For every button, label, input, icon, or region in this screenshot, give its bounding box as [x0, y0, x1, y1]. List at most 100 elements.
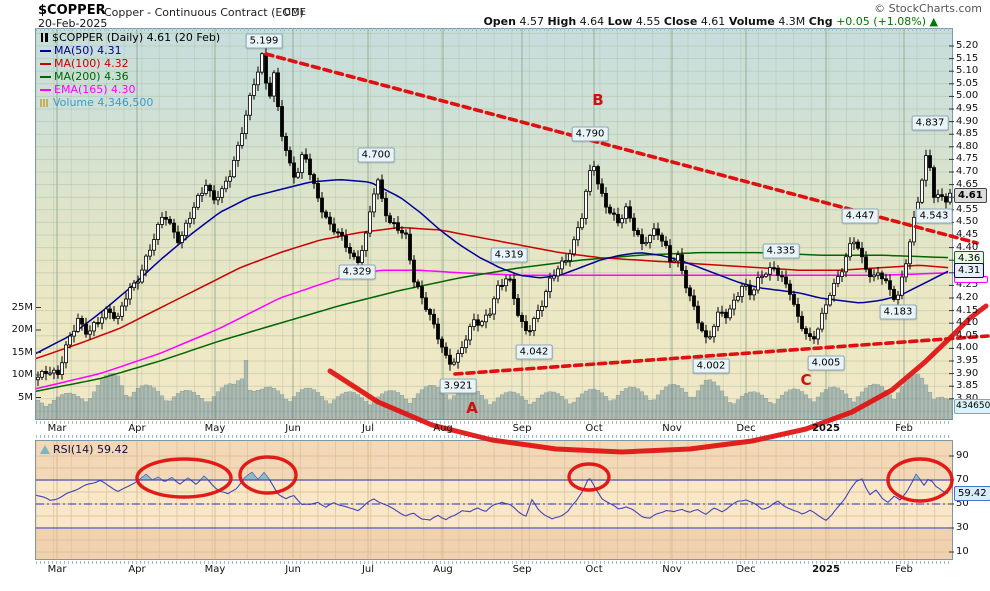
month-label-jul: Jul — [361, 564, 375, 575]
legend-volume: Volume 4,346,500 — [40, 96, 220, 109]
price-callout-4.329: 4.329 — [338, 264, 376, 280]
price-axis-label: 4.20 — [956, 292, 979, 303]
annotation-letter-c: C — [800, 371, 812, 389]
month-label-feb: Feb — [895, 564, 913, 575]
symbol-title: $COPPER — [38, 3, 106, 18]
volume-axis-label: 15M — [11, 346, 33, 358]
price-callout-4.700: 4.700 — [357, 147, 395, 163]
low-label: Low — [607, 15, 633, 28]
price-axis-label: 4.00 — [956, 342, 979, 354]
chg-value: +0.05 (+1.08%) — [836, 15, 927, 28]
low-value: 4.55 — [635, 15, 661, 28]
month-label-jun: Jun — [285, 564, 301, 575]
ma100-label: MA(100) 4.32 — [54, 57, 129, 70]
rsi-axis-label: 90 — [956, 450, 969, 461]
month-label-nov: Nov — [662, 564, 682, 575]
price-callout-4.335: 4.335 — [762, 243, 800, 259]
annotation-letter-a: A — [466, 399, 478, 417]
price-axis-label: 3.85 — [956, 380, 979, 392]
month-label-aug: Aug — [433, 564, 453, 575]
price-axis-label: 3.90 — [956, 367, 979, 379]
month-label-apr: Apr — [128, 564, 146, 575]
rsi-axis-label: 10 — [956, 546, 969, 557]
month-label-feb: Feb — [895, 423, 913, 434]
volume-axis-label: 10M — [11, 369, 33, 380]
price-axis-label: 5.00 — [956, 90, 979, 102]
ohlc-quote-line: Open 4.57 High 4.64 Low 4.55 Close 4.61 … — [483, 15, 938, 28]
rsi-label: RSI(14) 59.42 — [53, 443, 129, 456]
ma50-label: MA(50) 4.31 — [54, 44, 122, 57]
price-callout-4.005: 4.005 — [807, 355, 845, 371]
rsi-legend: RSI(14) 59.42 — [40, 443, 128, 456]
price-callout-4.183: 4.183 — [879, 304, 917, 320]
stockcharts-watermark[interactable]: © StockCharts.com — [874, 2, 982, 15]
month-label-nov: Nov — [662, 423, 682, 434]
month-label-oct: Oct — [585, 564, 603, 575]
chg-up-arrow-icon: ▲ — [929, 15, 938, 28]
price-axis-label: 4.25 — [956, 279, 979, 291]
last-price-box: 4.61 — [954, 188, 987, 203]
price-axis-label: 4.50 — [956, 216, 979, 228]
month-label-mar: Mar — [47, 423, 67, 434]
ma100-line-swatch-icon — [40, 63, 51, 65]
month-label-oct: Oct — [585, 423, 603, 434]
price-axis-label: 5.10 — [956, 65, 979, 77]
open-label: Open — [483, 15, 516, 28]
legend-main-row: $COPPER (Daily) 4.61 (20 Feb) — [40, 31, 220, 44]
chart-date: 20-Feb-2025 — [38, 17, 108, 30]
symbol-description: Copper - Continuous Contract (EOD) — [104, 6, 304, 19]
rsi-panel — [35, 440, 953, 560]
chg-label: Chg — [808, 15, 833, 28]
price-callout-4.447: 4.447 — [841, 208, 879, 224]
volume-label: Volume — [728, 15, 775, 28]
legend-ema165: EMA(165) 4.30 — [40, 83, 220, 96]
rsi-axis-label: 30 — [956, 522, 969, 533]
volume-bars-icon — [40, 99, 50, 107]
price-axis-label: 4.70 — [956, 166, 979, 177]
price-callout-4.042: 4.042 — [515, 344, 553, 360]
month-label-2025: 2025 — [812, 423, 840, 434]
price-callout-4.790: 4.790 — [571, 126, 609, 142]
price-callout-5.199: 5.199 — [245, 33, 283, 49]
month-label-may: May — [204, 564, 226, 575]
price-axis-label: 3.95 — [956, 355, 979, 366]
month-label-sep: Sep — [512, 564, 532, 575]
price-axis-label: 4.05 — [956, 329, 979, 341]
high-value: 4.64 — [579, 15, 605, 28]
ma200-label: MA(200) 4.36 — [54, 70, 129, 83]
tickstrip-rsi — [36, 561, 952, 564]
month-label-2025: 2025 — [812, 564, 840, 575]
month-label-apr: Apr — [128, 423, 146, 434]
legend-main-label: $COPPER (Daily) 4.61 (20 Feb) — [52, 31, 221, 44]
month-label-dec: Dec — [736, 564, 756, 575]
price-axis-label: 4.95 — [956, 103, 979, 114]
price-axis-label: 5.15 — [956, 52, 979, 64]
rsi-indicator-icon — [40, 445, 50, 454]
price-axis-label: 4.45 — [956, 229, 979, 240]
month-band-rsi — [35, 561, 953, 578]
volume-axis-label: 25M — [11, 301, 33, 313]
legend: $COPPER (Daily) 4.61 (20 Feb) MA(50) 4.3… — [40, 31, 220, 109]
rsi-value-box: 59.42 — [954, 486, 990, 501]
exchange-label: CME — [284, 7, 306, 18]
price-callout-3.921: 3.921 — [439, 378, 477, 394]
volume-legend-label: Volume 4,346,500 — [53, 96, 154, 109]
month-label-jul: Jul — [361, 423, 375, 434]
price-callout-4.543: 4.543 — [915, 208, 953, 224]
price-axis-label: 5.05 — [956, 77, 979, 89]
open-value: 4.57 — [519, 15, 544, 28]
tickstrip-main-2 — [36, 435, 952, 438]
price-axis-label: 4.75 — [956, 153, 979, 165]
price-axis-label: 4.85 — [956, 128, 979, 140]
month-label-aug: Aug — [433, 423, 453, 434]
price-axis-label: 4.15 — [956, 304, 979, 316]
legend-ma200: MA(200) 4.36 — [40, 70, 220, 83]
rsi-axis-label: 70 — [956, 474, 969, 485]
close-label: Close — [663, 15, 698, 28]
month-label-dec: Dec — [736, 423, 756, 434]
price-callout-4.837: 4.837 — [911, 115, 949, 131]
price-axis-label: 4.10 — [956, 317, 979, 329]
price-axis-label: 4.80 — [956, 140, 979, 152]
price-callout-4.002: 4.002 — [692, 358, 730, 374]
